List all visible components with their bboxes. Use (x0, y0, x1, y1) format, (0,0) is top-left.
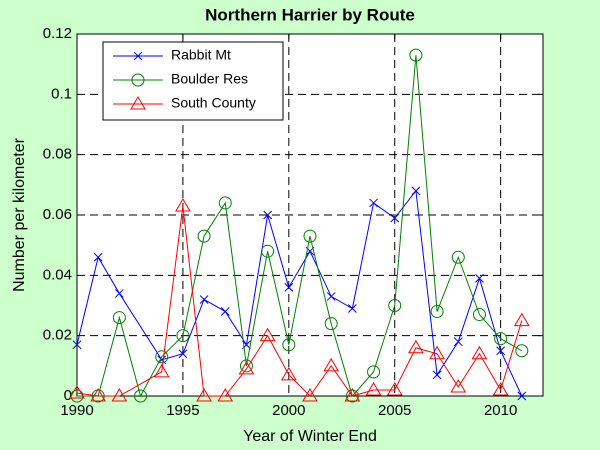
y-tick-label: 0.06 (43, 206, 72, 223)
marker (430, 305, 444, 319)
marker (323, 357, 340, 372)
marker (515, 344, 529, 358)
marker (134, 389, 148, 403)
legend-label: South County (171, 95, 256, 111)
series-line (76, 205, 523, 397)
marker (429, 345, 445, 360)
marker (369, 198, 378, 208)
marker (367, 365, 381, 379)
series-line (77, 55, 523, 398)
marker (388, 299, 402, 312)
marker (345, 389, 359, 403)
legend-marker (130, 96, 146, 110)
chart-title: Northern Harrier by Route (205, 5, 415, 24)
marker (453, 337, 463, 347)
marker (475, 273, 484, 283)
marker (175, 197, 191, 212)
marker (155, 350, 169, 364)
marker (326, 292, 336, 301)
marker (282, 338, 296, 352)
marker (517, 391, 527, 401)
marker (111, 388, 128, 402)
marker (492, 381, 509, 396)
marker (513, 312, 530, 327)
marker (72, 340, 82, 350)
legend-box (102, 41, 284, 121)
legend-label: Boulder Res (171, 71, 248, 87)
y-tick-label: 0.04 (43, 266, 72, 283)
marker (178, 349, 188, 359)
marker (69, 384, 85, 399)
x-axis-label: Year of Winter End (243, 428, 377, 445)
marker (386, 381, 403, 396)
marker (153, 363, 170, 378)
marker (218, 196, 232, 210)
marker (199, 295, 209, 304)
marker (220, 307, 230, 316)
x-tick-label: 2005 (378, 402, 411, 419)
marker (496, 346, 505, 356)
marker (261, 244, 275, 258)
marker (302, 388, 318, 402)
y-tick-label: 0.02 (43, 327, 72, 344)
marker (451, 250, 465, 264)
marker (390, 213, 400, 223)
marker (239, 359, 253, 373)
marker (280, 366, 297, 381)
marker (112, 311, 126, 325)
marker (348, 304, 357, 313)
y-tick-label: 0.12 (43, 25, 72, 42)
y-tick-label: 0 (64, 387, 72, 404)
marker (284, 283, 294, 292)
marker (197, 229, 211, 243)
marker (176, 329, 190, 343)
legend-label: Rabbit Mt (171, 47, 231, 63)
marker (450, 378, 467, 393)
y-axis-label: Number per kilometer (11, 137, 28, 292)
marker (409, 48, 423, 62)
marker (411, 186, 421, 196)
x-tick-label: 2000 (272, 402, 305, 419)
marker (324, 317, 338, 331)
marker (196, 388, 212, 402)
marker (344, 388, 361, 402)
x-tick-label: 1995 (166, 402, 199, 419)
y-tick-label: 0.08 (43, 146, 72, 163)
marker (472, 308, 486, 322)
legend-marker (133, 51, 143, 61)
marker (263, 210, 272, 220)
y-tick-label: 0.1 (51, 85, 72, 102)
legend-marker (131, 73, 145, 87)
marker (90, 388, 107, 402)
marker (93, 252, 103, 262)
marker (432, 370, 442, 380)
marker (217, 388, 234, 402)
marker (471, 345, 488, 360)
marker (238, 360, 255, 375)
x-tick-label: 2010 (484, 402, 517, 419)
marker (115, 289, 124, 298)
marker (365, 381, 382, 396)
x-tick-label: 1990 (60, 402, 93, 419)
marker (408, 339, 424, 354)
marker (494, 332, 508, 346)
marker (303, 229, 317, 243)
marker (259, 327, 276, 342)
